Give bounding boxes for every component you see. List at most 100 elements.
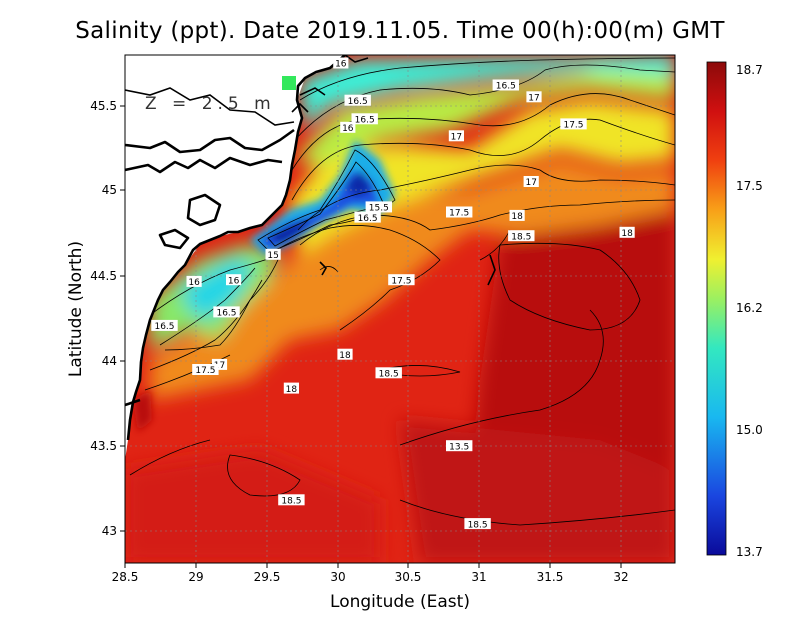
contour-label-box (211, 358, 228, 370)
x-tick-label: 29.5 (254, 570, 281, 584)
axis-ticks (120, 105, 622, 568)
contour-label-box (151, 319, 178, 331)
contour-value-label: 16.5 (354, 211, 381, 224)
y-tick-label: 45 (102, 183, 117, 197)
contour-label-text: 16.5 (216, 309, 236, 319)
contour-label-text: 18.5 (511, 232, 531, 242)
contour-label-text: 16.5 (496, 82, 516, 92)
y-tick-label: 43.5 (90, 439, 117, 453)
contour-label-text: 18.5 (281, 497, 301, 507)
contour-value-label: 16.5 (213, 306, 240, 319)
y-tick-labels: 43 43.5 44 44.5 45 45.5 (90, 99, 117, 538)
contour-value-label: 18 (283, 382, 299, 395)
contour-value-label: 17.5 (446, 206, 473, 219)
plot-frame (124, 54, 676, 564)
contour-label-text: 16 (188, 278, 200, 288)
x-axis-title: Longitude (East) (330, 592, 470, 612)
contour-label-box (340, 121, 356, 133)
contour-label-text: 17.5 (563, 121, 583, 131)
colorbar-label: 17.5 (736, 179, 763, 193)
colorbar: 18.7 17.5 16.2 15.0 13.7 (706, 61, 763, 559)
contour-label-box (492, 79, 519, 91)
contour-value-label: 16 (186, 275, 202, 288)
map-title: Salinity (ppt). Date 2019.11.05. Time 00… (75, 18, 725, 44)
contour-value-label: 17 (448, 130, 464, 143)
x-tick-label: 30.5 (395, 570, 422, 584)
contour-label-text: 17 (528, 94, 539, 104)
contour-value-label: 16.5 (344, 94, 371, 107)
contour-label-box (526, 91, 542, 103)
contour-label-box (265, 248, 281, 260)
contour-label-box (523, 176, 539, 187)
y-axis-title: Latitude (North) (66, 241, 86, 377)
contour-label-box (354, 211, 381, 223)
colorbar-gradient (706, 61, 727, 556)
depth-label: Z = 2.5 m (145, 94, 276, 114)
contour-label-box (365, 201, 392, 213)
x-tick-label: 28.5 (112, 570, 139, 584)
x-tick-label: 31.5 (537, 570, 564, 584)
contour-value-label: 18 (509, 209, 525, 222)
contour-value-label: 13.5 (446, 440, 473, 452)
contour-label-box (619, 226, 635, 238)
contour-value-label: 18 (337, 348, 353, 361)
contour-value-label: 18.5 (464, 518, 491, 530)
land-mass (125, 55, 345, 460)
contour-label-box (186, 275, 202, 287)
contour-label-box (333, 57, 349, 69)
contour-label-text: 16.5 (154, 322, 174, 332)
contour-label-text: 18.5 (379, 370, 399, 380)
contour-label-box (448, 130, 464, 142)
x-tick-label: 29 (188, 570, 203, 584)
contour-value-label: 16.5 (351, 113, 378, 126)
coastal-lagoon-patch (282, 76, 296, 90)
contour-label-box (337, 348, 353, 360)
colorbar-label: 18.7 (736, 63, 763, 77)
coastline (125, 55, 346, 441)
contour-value-label: 18 (619, 226, 635, 239)
contour-label-text: 16 (342, 124, 354, 134)
contour-label-text: 16.5 (355, 116, 375, 126)
contour-value-label: 17 (523, 176, 539, 188)
contour-value-label: 18.5 (375, 367, 402, 380)
x-tick-label: 30 (330, 570, 345, 584)
contour-value-label: 16.5 (151, 319, 178, 332)
contour-label-text: 18 (286, 385, 298, 395)
contour-value-label: 18.5 (278, 494, 305, 507)
contour-label-text: 16.5 (348, 97, 368, 107)
contour-label-text: 17 (214, 361, 225, 371)
contour-label-text: 18 (339, 351, 351, 361)
contour-value-label: 15 (265, 248, 281, 261)
colorbar-label: 13.7 (736, 545, 763, 559)
colorbar-label: 15.0 (736, 423, 763, 437)
contour-label-text: 17.5 (195, 366, 215, 376)
contour-label-box (508, 230, 535, 242)
contour-label-box (192, 364, 219, 375)
contour-value-label: 18.5 (508, 230, 535, 242)
contour-value-label: 17.5 (192, 364, 219, 376)
contour-label-box (446, 206, 473, 218)
contour-label-box (509, 209, 525, 221)
contour-label-text: 15.5 (369, 204, 389, 214)
contour-label-text: 16 (228, 276, 240, 286)
contour-value-label: 16.5 (492, 79, 519, 92)
contour-label-text: 17.5 (449, 209, 469, 219)
contour-label-box (278, 494, 305, 506)
y-tick-label: 44 (102, 354, 117, 368)
contour-label-box (213, 306, 240, 318)
colorbar-label: 16.2 (736, 301, 763, 315)
contour-label-box (351, 113, 378, 125)
salinity-field (125, 55, 675, 563)
contour-value-label: 17 (526, 91, 542, 104)
coastline-detail (125, 55, 496, 286)
contour-label-box (446, 440, 473, 452)
contour-value-label: 16 (340, 121, 356, 134)
contour-label-box (344, 94, 371, 106)
contour-label-text: 16.5 (358, 214, 378, 224)
contour-label-text: 18 (511, 212, 523, 222)
contour-label-box (388, 274, 415, 286)
contour-value-label: 15.5 (365, 201, 392, 214)
y-tick-label: 45.5 (90, 99, 117, 113)
